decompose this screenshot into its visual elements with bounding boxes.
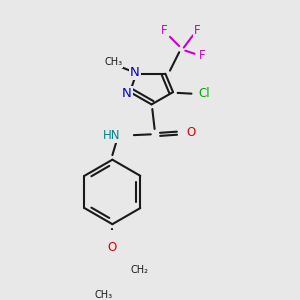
Text: F: F (199, 49, 206, 62)
Text: CH₃: CH₃ (94, 290, 112, 300)
Text: F: F (160, 24, 167, 37)
Text: CH₃: CH₃ (104, 57, 122, 67)
Text: F: F (194, 24, 201, 37)
Text: Cl: Cl (198, 87, 210, 100)
Text: O: O (108, 241, 117, 254)
Text: CH₂: CH₂ (131, 265, 149, 275)
Text: HN: HN (103, 129, 120, 142)
Text: O: O (186, 126, 195, 139)
Text: N: N (130, 66, 140, 79)
Text: N: N (122, 87, 132, 100)
